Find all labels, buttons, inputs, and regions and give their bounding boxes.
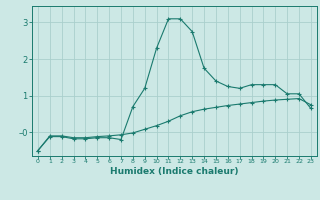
X-axis label: Humidex (Indice chaleur): Humidex (Indice chaleur) bbox=[110, 167, 239, 176]
